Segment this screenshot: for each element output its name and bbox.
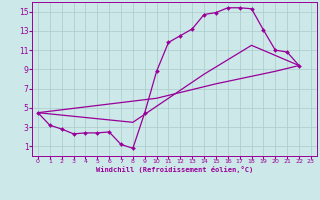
X-axis label: Windchill (Refroidissement éolien,°C): Windchill (Refroidissement éolien,°C) <box>96 166 253 173</box>
